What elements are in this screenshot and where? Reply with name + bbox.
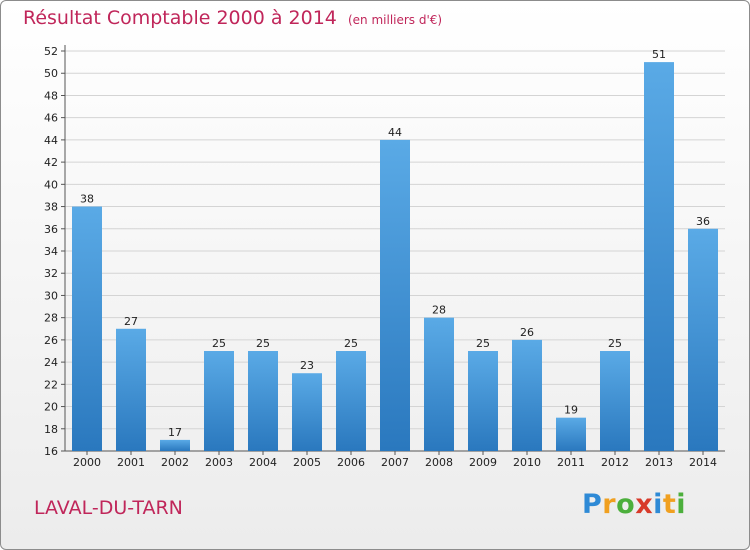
- bar: [556, 417, 586, 451]
- bar: [380, 139, 410, 451]
- proxiti-logo: Proxiti: [582, 489, 686, 520]
- y-tick-label: 46: [44, 112, 58, 125]
- bar: [424, 317, 454, 451]
- y-tick-label: 44: [44, 134, 58, 147]
- bar: [72, 206, 102, 451]
- bar-value-label: 25: [608, 337, 622, 350]
- logo-letter: i: [653, 489, 663, 520]
- bar-value-label: 19: [564, 404, 578, 417]
- bar: [336, 351, 366, 451]
- x-tick-label: 2013: [645, 456, 673, 469]
- bar-layer: 38 27 17 25 25 23 25 44 28 25 26 19 25 51 36: [72, 48, 718, 451]
- bar: [512, 339, 542, 451]
- x-tick-label: 2012: [601, 456, 629, 469]
- logo-letter: P: [582, 489, 603, 520]
- bar: [644, 62, 674, 451]
- x-tick-label: 2010: [513, 456, 541, 469]
- bar-value-label: 25: [256, 337, 270, 350]
- y-tick-label: 38: [44, 201, 58, 214]
- y-tick-label: 36: [44, 223, 58, 236]
- x-tick-label: 2007: [381, 456, 409, 469]
- x-tick-label: 2006: [337, 456, 365, 469]
- bar-value-label: 51: [652, 48, 666, 61]
- title-row: Résultat Comptable 2000 à 2014 (en milli…: [23, 7, 442, 29]
- x-tick-label: 2009: [469, 456, 497, 469]
- bar: [248, 351, 278, 451]
- bar-value-label: 25: [476, 337, 490, 350]
- y-tick-label: 30: [44, 289, 58, 302]
- y-tick-label: 20: [44, 401, 58, 414]
- y-tick-label: 28: [44, 312, 58, 325]
- chart-title: Résultat Comptable 2000 à 2014: [23, 7, 337, 29]
- bar-value-label: 26: [520, 326, 534, 339]
- bar: [600, 351, 630, 451]
- y-tick-label: 34: [44, 245, 58, 258]
- x-tick-label: 2002: [161, 456, 189, 469]
- bar-value-label: 28: [432, 304, 446, 317]
- logo-letter: x: [635, 489, 654, 520]
- y-tick-label: 50: [44, 67, 58, 80]
- bar-value-label: 25: [212, 337, 226, 350]
- bar: [116, 328, 146, 451]
- bar-value-label: 27: [124, 315, 138, 328]
- x-tick-label: 2005: [293, 456, 321, 469]
- bar: [204, 351, 234, 451]
- y-tick-label: 42: [44, 156, 58, 169]
- bar: [688, 228, 718, 451]
- y-tick-label: 16: [44, 445, 58, 458]
- bar-value-label: 17: [168, 426, 182, 439]
- x-tick-label: 2000: [73, 456, 101, 469]
- logo-letter: r: [602, 489, 617, 520]
- bar: [292, 373, 322, 451]
- place-name: LAVAL-DU-TARN: [34, 497, 183, 519]
- y-tick-label: 26: [44, 334, 58, 347]
- bar-value-label: 38: [80, 193, 94, 206]
- y-tick-label: 18: [44, 423, 58, 436]
- y-tick-label: 48: [44, 89, 58, 102]
- logo-letter: i: [676, 489, 687, 520]
- bar-value-label: 23: [300, 359, 314, 372]
- bar: [468, 351, 498, 451]
- y-tick-label: 40: [44, 178, 58, 191]
- x-tick-label: 2003: [205, 456, 233, 469]
- y-tick-label: 32: [44, 267, 58, 280]
- chart-subtitle: (en milliers d'€): [347, 13, 443, 27]
- logo-letter: o: [616, 489, 636, 520]
- y-tick-label: 24: [44, 356, 58, 369]
- x-tick-label: 2001: [117, 456, 145, 469]
- x-tick-label: 2004: [249, 456, 277, 469]
- bar-value-label: 36: [696, 215, 710, 228]
- logo-letter: t: [662, 489, 677, 520]
- x-tick-label: 2011: [557, 456, 585, 469]
- bar-value-label: 25: [344, 337, 358, 350]
- bar: [160, 439, 190, 451]
- x-tick-label: 2014: [689, 456, 717, 469]
- bar-value-label: 44: [388, 126, 402, 139]
- y-tick-label: 52: [44, 45, 58, 58]
- y-tick-label: 22: [44, 378, 58, 391]
- x-tick-label: 2008: [425, 456, 453, 469]
